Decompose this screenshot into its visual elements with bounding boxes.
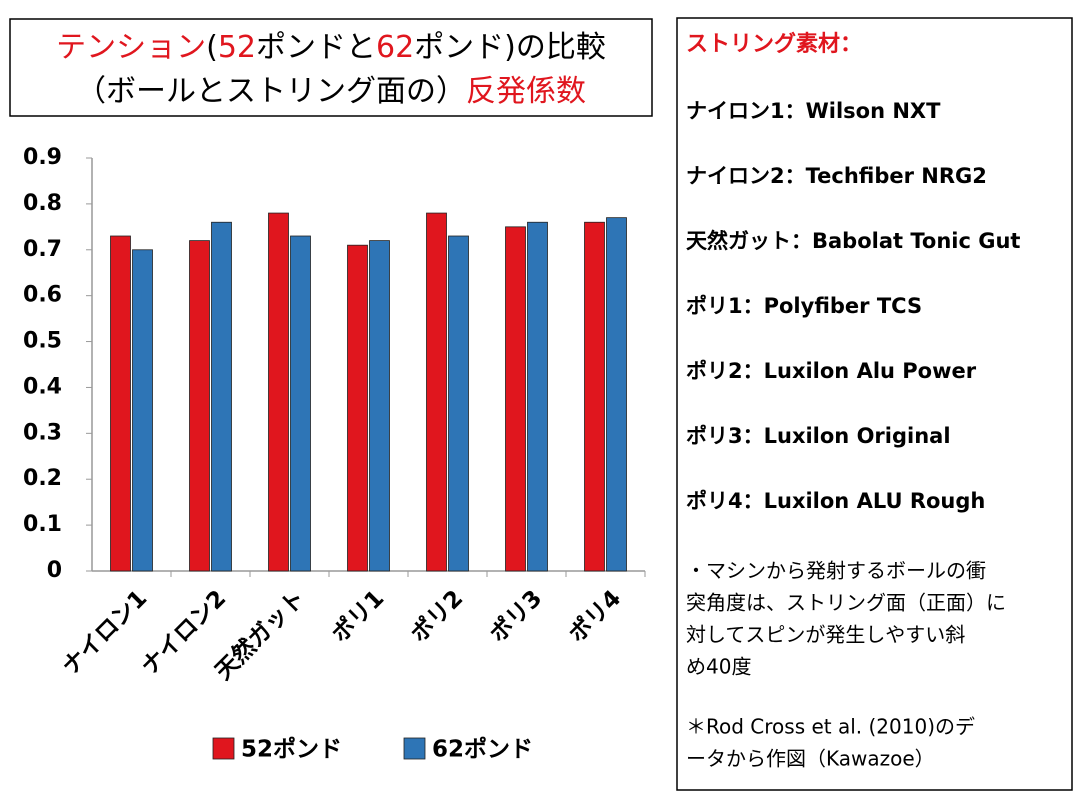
title-box bbox=[9, 18, 653, 117]
bar bbox=[527, 221, 548, 572]
title-part: テンション bbox=[56, 30, 206, 65]
bar bbox=[110, 235, 131, 572]
legend-swatch bbox=[403, 737, 426, 760]
bar bbox=[369, 240, 390, 572]
title-part: 62 bbox=[376, 30, 414, 65]
side-panel: ストリング素材： ナイロン1：Wilson NXT ナイロン2：Techfiber … bbox=[686, 31, 1020, 771]
bar bbox=[132, 249, 153, 572]
bar bbox=[505, 226, 526, 572]
legend-label: 62ポンド bbox=[432, 736, 533, 763]
string-item: 天然ガット：Babolat Tonic Gut bbox=[686, 229, 1020, 253]
string-item: ポリ2：Luxilon Alu Power bbox=[686, 359, 977, 383]
chart: テンション(52ポンドと62ポンド)の比較 （ボールとストリング面の）反発係数 0 0… bbox=[23, 30, 646, 763]
bar bbox=[211, 221, 232, 572]
title-part: （ボールとストリング面の） bbox=[76, 74, 466, 109]
credit-line: ータから作図（Kawazoe） bbox=[686, 747, 935, 771]
bar bbox=[189, 240, 210, 572]
x-tick-label: ポリ3 bbox=[484, 585, 547, 648]
chart-title: （ボールとストリング面の）反発係数 bbox=[76, 74, 586, 109]
bar bbox=[448, 235, 469, 572]
side-panel-box bbox=[676, 17, 1073, 791]
bar bbox=[426, 212, 447, 572]
chart-title: テンション(52ポンドと62ポンド)の比較 bbox=[56, 30, 606, 65]
title-part: ポンド)の比較 bbox=[414, 30, 606, 65]
y-tick-label: 0.3 bbox=[23, 420, 62, 445]
y-tick-label: 0.7 bbox=[23, 237, 62, 262]
x-tick-label: ポリ1 bbox=[326, 585, 389, 648]
note-line: 突角度は、ストリング面（正面）に bbox=[686, 591, 1006, 615]
y-tick-label: 0.2 bbox=[23, 466, 62, 491]
y-tick-label: 0.9 bbox=[23, 145, 62, 170]
y-tick-label: 0.6 bbox=[23, 283, 62, 308]
string-item: ポリ1：Polyfiber TCS bbox=[686, 294, 922, 318]
string-item: ポリ4：Luxilon ALU Rough bbox=[686, 489, 985, 513]
title-part: 52 bbox=[218, 30, 256, 65]
title-part: 反発係数 bbox=[466, 74, 586, 109]
x-tick-label: ポリ2 bbox=[405, 585, 468, 648]
y-tick-label: 0 bbox=[47, 558, 62, 583]
string-item: ナイロン2：Techfiber NRG2 bbox=[686, 164, 987, 188]
note-line: ・マシンから発射するボールの衝 bbox=[686, 559, 986, 583]
string-item: ナイロン1：Wilson NXT bbox=[686, 99, 941, 123]
panel-heading: ストリング素材： bbox=[686, 31, 862, 57]
bar bbox=[290, 235, 311, 572]
x-tick-label: ナイロン1 bbox=[58, 585, 153, 680]
bar bbox=[606, 217, 627, 572]
bar bbox=[268, 212, 289, 572]
y-tick-label: 0.5 bbox=[23, 329, 62, 354]
bar bbox=[347, 244, 368, 572]
note-line: め40度 bbox=[686, 655, 751, 679]
legend-label: 52ポンド bbox=[241, 736, 342, 763]
string-item: ポリ3：Luxilon Original bbox=[686, 424, 951, 448]
y-tick-label: 0.4 bbox=[23, 374, 62, 399]
y-tick-label: 0.1 bbox=[23, 512, 62, 537]
bar bbox=[584, 221, 605, 572]
title-part: ( bbox=[206, 30, 218, 65]
x-tick-label: ポリ4 bbox=[563, 585, 626, 648]
credit-line: ＊Rod Cross et al. (2010)のデ bbox=[686, 715, 975, 739]
note-line: 対してスピンが発生しやすい斜 bbox=[686, 623, 965, 647]
title-part: ポンドと bbox=[256, 30, 376, 65]
legend-swatch bbox=[212, 737, 235, 760]
y-tick-label: 0.8 bbox=[23, 191, 62, 216]
